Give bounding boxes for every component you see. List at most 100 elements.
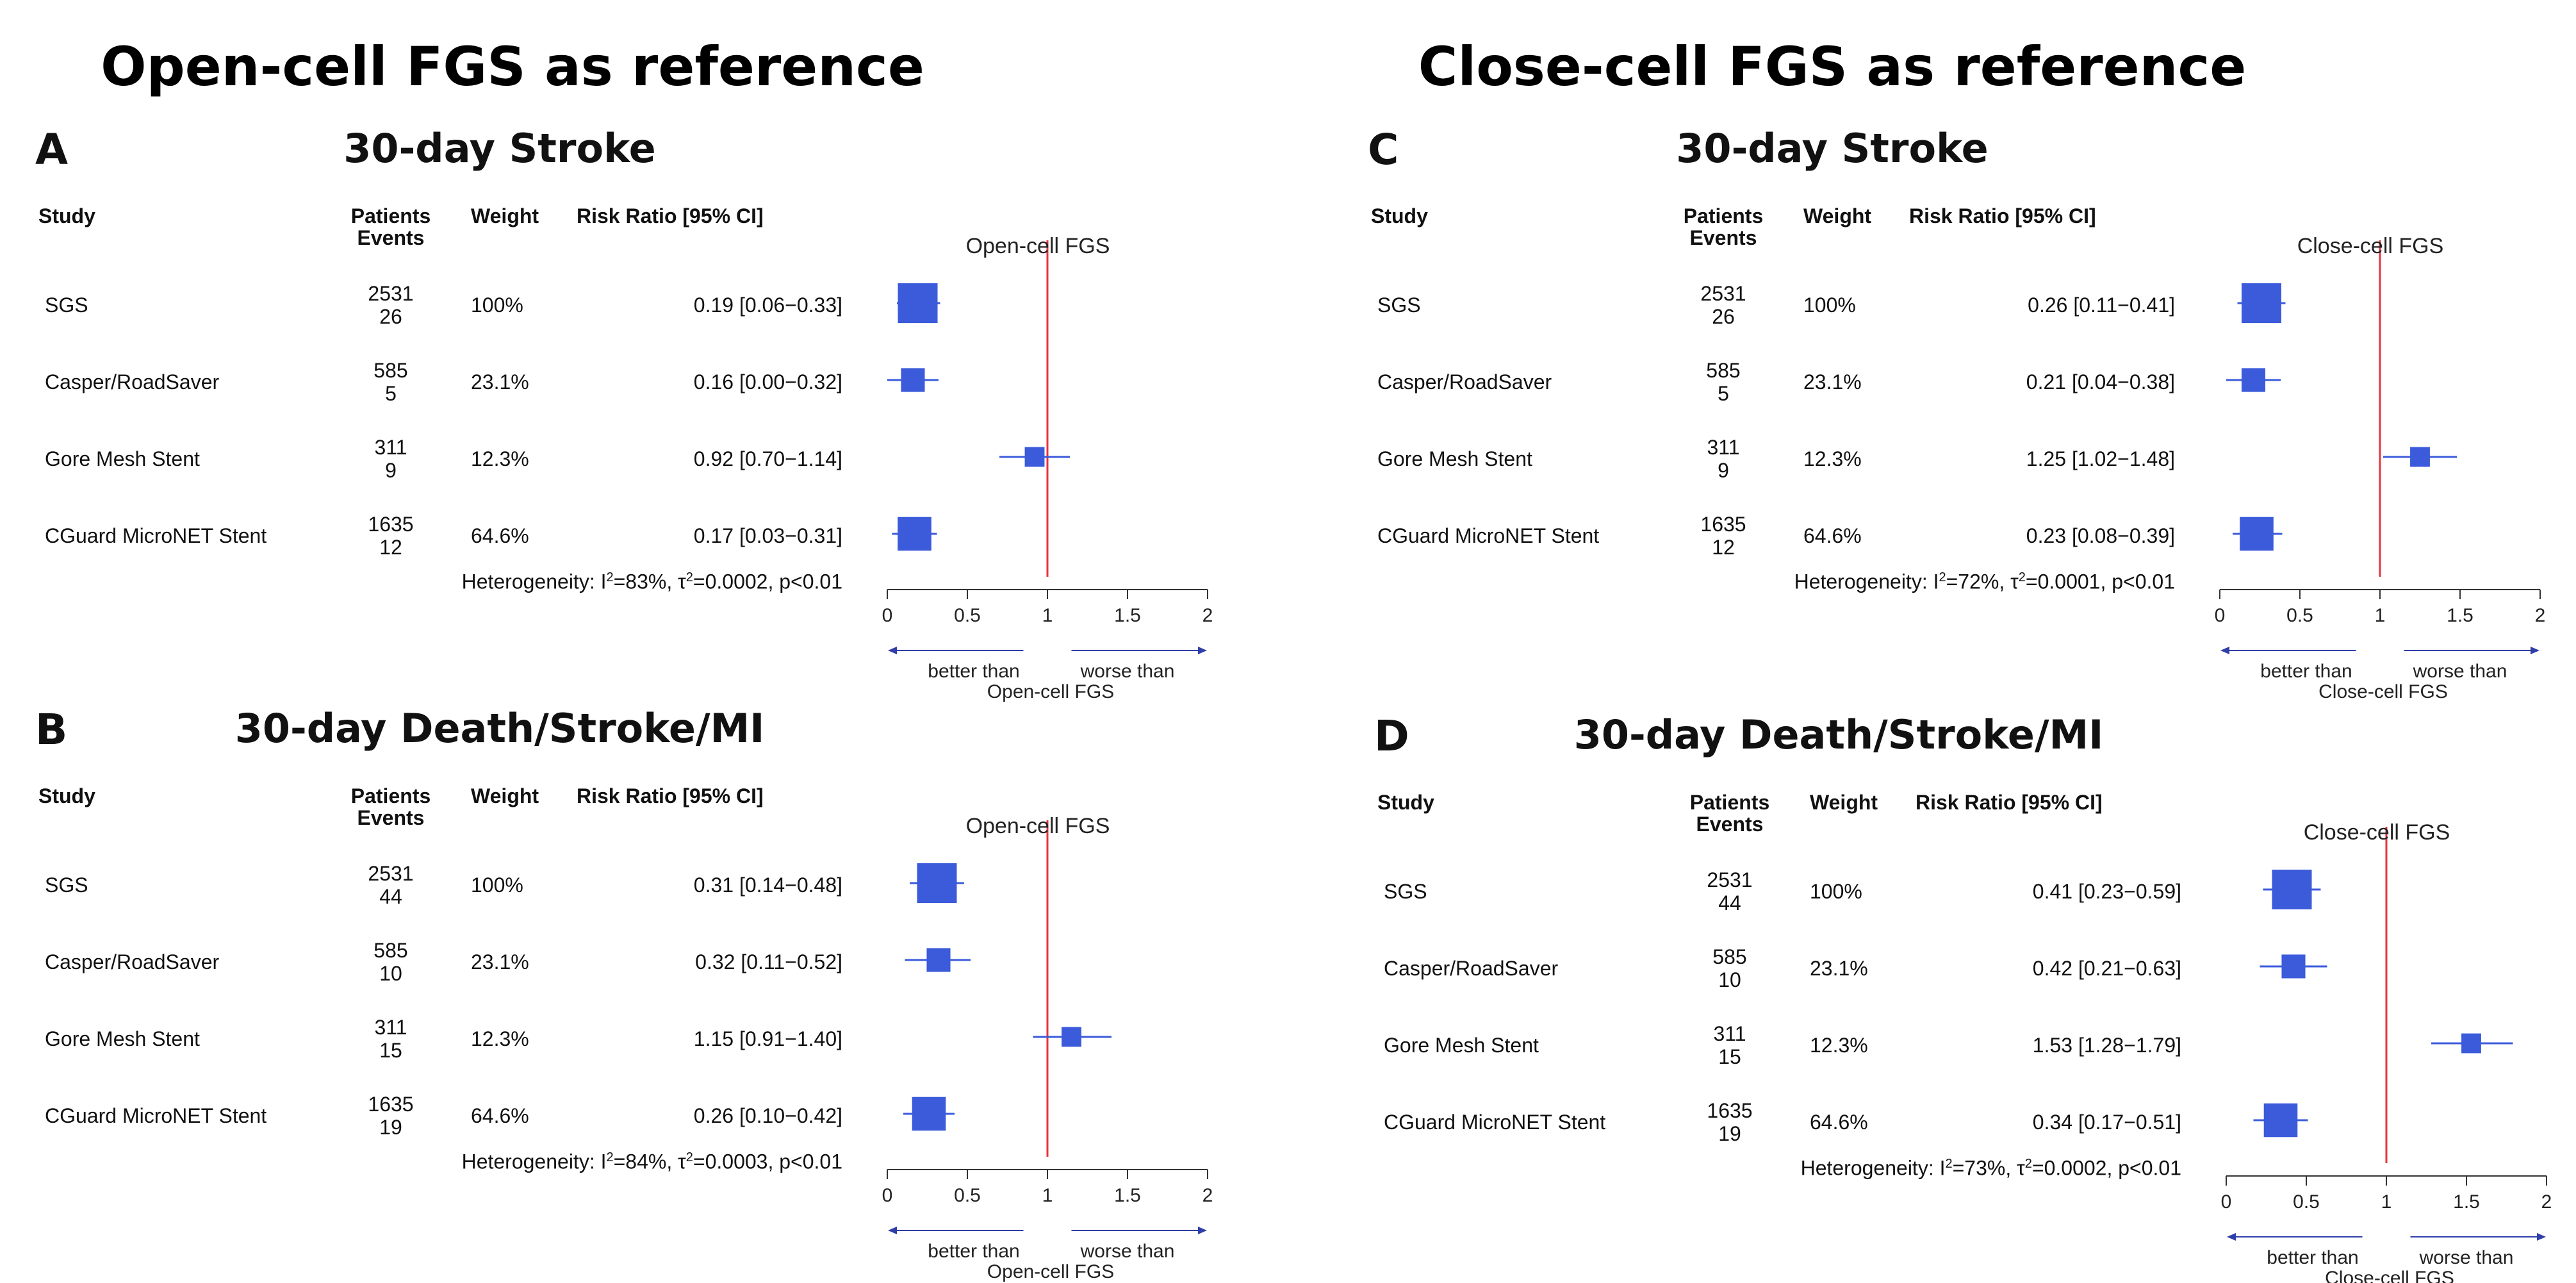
patients-count: 2531: [1707, 868, 1753, 891]
weight-value: 12.3%: [471, 1027, 529, 1050]
effect-marker: [2241, 368, 2266, 392]
weight-value: 12.3%: [1803, 447, 1862, 470]
effect-marker: [901, 368, 925, 392]
events-count: 26: [379, 305, 402, 328]
right-arrow-head: [2531, 647, 2539, 654]
risk-ratio-value: 0.41 [0.23−0.59]: [2032, 880, 2181, 903]
events-count: 19: [1718, 1122, 1741, 1145]
right-arrow-head: [1198, 647, 1207, 654]
reference-label: Open-cell FGS: [966, 814, 1110, 838]
study-name: Gore Mesh Stent: [1384, 1034, 1539, 1057]
events-count: 12: [1712, 536, 1735, 559]
study-name: Gore Mesh Stent: [45, 1027, 200, 1050]
header-study: Study: [1377, 791, 1434, 814]
x-tick-label: 1: [1042, 1185, 1053, 1206]
heterogeneity-tau2: =0.0003, p<0.01: [693, 1150, 842, 1173]
panel-letter: A: [35, 125, 69, 174]
study-name: Gore Mesh Stent: [45, 447, 200, 470]
forest-plot: Open-cell FGS 0 0.5 1 1.5 2 better than worse t…: [882, 234, 1213, 702]
heterogeneity-tau2: =0.0001, p<0.01: [2025, 570, 2175, 593]
forest-panel-b: B 30-day Death/Stroke/MI Study Patients Even…: [35, 705, 1291, 1282]
header-weight: Weight: [1803, 204, 1872, 228]
effect-marker: [1024, 447, 1045, 467]
x-tick-label: 0: [882, 1185, 893, 1206]
patients-count: 1635: [1700, 513, 1746, 536]
weight-value: 100%: [1810, 880, 1862, 903]
header-weight: Weight: [471, 784, 539, 807]
panel-title: 30-day Stroke: [1676, 125, 1989, 172]
patients-count: 311: [374, 1016, 407, 1039]
left-column-title: Open-cell FGS as reference: [101, 35, 924, 98]
right-arrow-head: [2537, 1233, 2546, 1241]
events-count: 26: [1712, 305, 1735, 328]
left-arrow-label: better than: [2267, 1247, 2358, 1268]
weight-value: 23.1%: [471, 370, 529, 393]
right-arrow-head: [1198, 1227, 1207, 1234]
header-risk-ratio: Risk Ratio [95% CI]: [577, 784, 764, 807]
header-weight: Weight: [1810, 791, 1878, 814]
bottom-reference-label: Close-cell FGS: [2325, 1268, 2454, 1283]
events-count: 44: [1718, 891, 1741, 915]
x-tick-label: 1: [2381, 1191, 2392, 1213]
events-count: 15: [1718, 1045, 1741, 1068]
x-tick-label: 1.5: [2453, 1191, 2480, 1213]
effect-marker: [2242, 283, 2281, 323]
forest-panel-d: D 30-day Death/Stroke/MI Study Patients Even…: [1374, 711, 2576, 1283]
right-arrow-label: worse than: [2419, 1247, 2514, 1268]
effect-marker: [912, 1097, 946, 1131]
x-tick-label: 2: [1202, 1185, 1213, 1206]
risk-ratio-value: 1.15 [0.91−1.40]: [693, 1027, 842, 1050]
weight-value: 23.1%: [471, 950, 529, 973]
header-events: Events: [357, 226, 425, 249]
heterogeneity-label: Heterogeneity: I: [461, 570, 607, 593]
x-tick-label: 0.5: [2293, 1191, 2320, 1213]
risk-ratio-value: 0.31 [0.14−0.48]: [693, 873, 842, 897]
panel-letter: B: [35, 705, 68, 754]
patients-count: 1635: [368, 513, 414, 536]
risk-ratio-value: 0.92 [0.70−1.14]: [693, 447, 842, 470]
events-count: 10: [1718, 968, 1741, 991]
effect-marker: [2410, 447, 2430, 467]
reference-label: Close-cell FGS: [2304, 820, 2450, 845]
x-tick-label: 2: [1202, 605, 1213, 626]
effect-marker: [1062, 1027, 1081, 1047]
right-column-title: Close-cell FGS as reference: [1418, 35, 2247, 98]
risk-ratio-value: 0.17 [0.03−0.31]: [693, 524, 842, 547]
header-risk-ratio: Risk Ratio [95% CI]: [1909, 204, 2096, 228]
events-count: 5: [1718, 382, 1729, 405]
x-tick-label: 2: [2535, 605, 2546, 626]
heterogeneity-stats: Heterogeneity: I2=72%, τ2=0.0001, p<0.01: [1794, 570, 2175, 593]
x-tick-label: 2: [2541, 1191, 2552, 1213]
reference-label: Open-cell FGS: [966, 234, 1110, 258]
events-count: 12: [379, 536, 402, 559]
heterogeneity-tau2: =0.0002, p<0.01: [2031, 1156, 2181, 1180]
forest-panel-c: C 30-day Stroke Study Patients Events Weight R…: [1368, 125, 2576, 702]
left-arrow-head: [2227, 1233, 2236, 1241]
events-count: 5: [385, 382, 397, 405]
x-tick-label: 0.5: [2286, 605, 2313, 626]
events-count: 10: [379, 962, 402, 985]
effect-marker: [926, 948, 951, 972]
study-name: CGuard MicroNET Stent: [1377, 524, 1600, 547]
x-tick-label: 1: [2375, 605, 2386, 626]
header-study: Study: [1371, 204, 1428, 228]
study-name: Gore Mesh Stent: [1377, 447, 1532, 470]
forest-plot: Close-cell FGS 0 0.5 1 1.5 2 better than worse …: [2221, 820, 2552, 1283]
left-arrow-head: [888, 1227, 897, 1234]
study-name: Casper/RoadSaver: [45, 370, 220, 393]
header-patients: Patients: [1683, 204, 1764, 228]
effect-marker: [2240, 517, 2274, 551]
heterogeneity-i2: =84%, τ: [613, 1150, 686, 1173]
weight-value: 64.6%: [471, 1104, 529, 1127]
risk-ratio-value: 0.34 [0.17−0.51]: [2032, 1111, 2181, 1134]
weight-value: 64.6%: [1810, 1111, 1868, 1134]
heterogeneity-i2: =83%, τ: [613, 570, 686, 593]
x-tick-label: 0.5: [954, 605, 981, 626]
effect-marker: [898, 283, 938, 323]
weight-value: 64.6%: [471, 524, 529, 547]
panel-title: 30-day Death/Stroke/MI: [234, 705, 765, 752]
effect-marker: [2263, 1103, 2298, 1138]
effect-marker: [2461, 1033, 2481, 1054]
weight-value: 100%: [471, 294, 523, 317]
left-arrow-head: [888, 647, 897, 654]
